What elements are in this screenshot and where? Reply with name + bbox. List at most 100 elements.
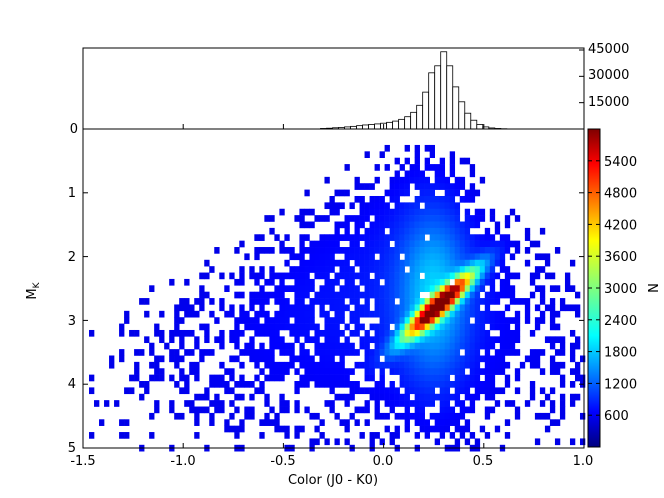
heatmap-cell bbox=[374, 412, 380, 420]
heatmap-cell bbox=[319, 304, 325, 312]
heatmap-cell bbox=[364, 342, 370, 350]
heatmap-cell bbox=[484, 253, 491, 261]
heatmap-cell bbox=[349, 215, 355, 222]
heatmap-cell bbox=[259, 285, 265, 292]
heatmap-cell bbox=[359, 310, 365, 318]
heatmap-cell bbox=[374, 400, 380, 407]
heatmap-cell bbox=[329, 381, 335, 388]
heatmap-cell bbox=[374, 234, 380, 241]
heatmap-cell bbox=[384, 278, 390, 286]
heatmap-cell bbox=[494, 221, 501, 229]
heatmap-cell bbox=[129, 387, 135, 395]
heatmap-cell bbox=[389, 310, 395, 318]
heatmap-cell bbox=[304, 221, 310, 229]
heatmap-cell bbox=[474, 336, 481, 344]
heatmap-cell bbox=[409, 221, 415, 229]
heatmap-cell bbox=[419, 221, 425, 229]
heatmap-cell bbox=[419, 355, 425, 363]
heatmap-cell bbox=[414, 432, 420, 439]
heatmap-cell bbox=[289, 329, 295, 337]
heatmap-cell bbox=[414, 195, 420, 203]
heatmap-cell bbox=[454, 349, 461, 356]
heatmap-cell bbox=[454, 336, 461, 344]
heatmap-cell bbox=[474, 259, 481, 267]
heatmap-cell bbox=[234, 247, 240, 254]
heatmap-cell bbox=[424, 176, 430, 184]
heatmap-cell bbox=[449, 412, 456, 420]
heatmap-cell bbox=[199, 285, 205, 292]
heatmap-cell bbox=[379, 291, 385, 299]
heatmap-cell bbox=[304, 278, 310, 286]
histogram-bar bbox=[398, 118, 406, 130]
heatmap-cell bbox=[474, 221, 481, 229]
heatmap-cell bbox=[414, 227, 420, 235]
heatmap-cell bbox=[314, 361, 320, 369]
heatmap-cell bbox=[279, 323, 285, 331]
heatmap-cell bbox=[534, 317, 541, 324]
heatmap-cell bbox=[314, 438, 320, 446]
heatmap-cell bbox=[354, 317, 360, 324]
heatmap-cell bbox=[494, 253, 501, 261]
heatmap-cell bbox=[354, 304, 360, 312]
heatmap-cell bbox=[424, 189, 430, 197]
heatmap-cell bbox=[159, 355, 165, 363]
heatmap-cell bbox=[389, 221, 395, 229]
heatmap-cell bbox=[249, 342, 255, 350]
heatmap-cell bbox=[459, 298, 466, 305]
heatmap-cell bbox=[209, 298, 215, 305]
heatmap-cell bbox=[504, 291, 511, 299]
heatmap-cell bbox=[419, 259, 425, 267]
heatmap-cell bbox=[359, 323, 365, 331]
heatmap-cell bbox=[544, 272, 551, 280]
heatmap-cell bbox=[434, 259, 441, 267]
heatmap-cell bbox=[379, 247, 385, 254]
heatmap-cell bbox=[394, 355, 400, 363]
heatmap-cell bbox=[509, 291, 516, 299]
heatmap-cell bbox=[349, 310, 355, 318]
heatmap-cell bbox=[269, 317, 275, 324]
heatmap-cell bbox=[199, 349, 205, 356]
heatmap-cell bbox=[379, 151, 385, 159]
heatmap-cell bbox=[344, 253, 350, 261]
heatmap-cell bbox=[379, 202, 385, 210]
heatmap-cell bbox=[454, 298, 461, 305]
heatmap-cell bbox=[419, 234, 425, 241]
heatmap-cell bbox=[449, 406, 456, 414]
heatmap-cell bbox=[409, 374, 415, 382]
heatmap-cell bbox=[199, 323, 205, 331]
heatmap-cell bbox=[379, 387, 385, 395]
heatmap-cell bbox=[209, 419, 215, 426]
heatmap-cell bbox=[399, 374, 405, 382]
heatmap-cell bbox=[274, 272, 280, 280]
heatmap-cell bbox=[439, 298, 446, 305]
heatmap-cell bbox=[364, 234, 370, 241]
heatmap-cell bbox=[429, 317, 435, 324]
heatmap-cell bbox=[454, 221, 461, 229]
heatmap-cell bbox=[454, 304, 461, 312]
heatmap-cell bbox=[454, 266, 461, 273]
heatmap-cell bbox=[299, 329, 305, 337]
heatmap-cell bbox=[384, 266, 390, 273]
heatmap-cell bbox=[324, 266, 330, 273]
heatmap-cell bbox=[134, 374, 140, 382]
heatmap-cell bbox=[454, 387, 461, 395]
heatmap-cell bbox=[509, 329, 516, 337]
heatmap-cell bbox=[309, 361, 315, 369]
heatmap-cell bbox=[429, 323, 435, 331]
heatmap-cell bbox=[329, 291, 335, 299]
heatmap-cell bbox=[404, 412, 410, 420]
heatmap-cell bbox=[484, 304, 491, 312]
heatmap-cell bbox=[469, 247, 476, 254]
heatmap-cell bbox=[344, 349, 350, 356]
heatmap-cell bbox=[444, 412, 451, 420]
heatmap-cell bbox=[439, 342, 446, 350]
heatmap-cell bbox=[314, 215, 320, 222]
heatmap-cell bbox=[389, 253, 395, 261]
heatmap-cell bbox=[314, 259, 320, 267]
heatmap-cell bbox=[404, 170, 410, 178]
heatmap-cell bbox=[324, 349, 330, 356]
heatmap-cell bbox=[309, 266, 315, 273]
heatmap-cell bbox=[549, 272, 556, 280]
heatmap-cell bbox=[354, 419, 360, 426]
heatmap-cell bbox=[464, 240, 471, 248]
